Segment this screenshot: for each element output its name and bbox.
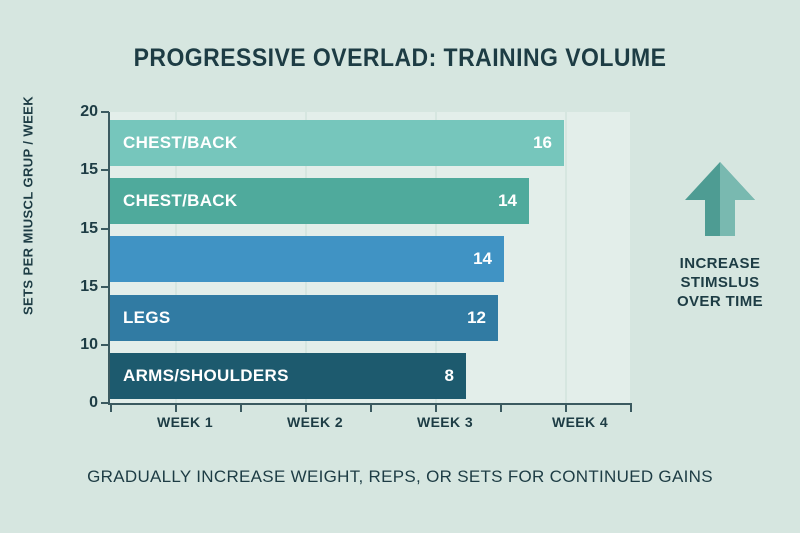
bar-value-label: 12 [467,308,486,327]
x-tick-mark [305,403,307,412]
footer-caption: GRADUALLY INCREASE WEIGHT, REPS, OR SETS… [87,467,713,486]
x-axis-line [108,403,630,405]
x-tick-label: WEEK 1 [156,414,214,430]
y-tick-label: 15 [80,220,98,237]
y-axis-title: SETS PER MIUSCL GRUP / WEEK [20,95,36,316]
x-tick-mark [110,403,112,412]
annotation-line-2: STIMSLUS [680,274,760,291]
x-tick-mark [240,403,242,412]
bar-value-label: 14 [473,249,492,268]
y-tick-mark [101,228,109,230]
x-tick-mark [435,403,437,412]
annotation-line-3: OVER TIME [676,293,764,310]
x-tick-mark [630,403,632,412]
bar-row[interactable]: LEGS 12 [110,295,498,341]
x-tick-mark [500,403,502,412]
x-tick-label: WEEK 3 [416,414,474,430]
x-tick-mark [175,403,177,412]
y-axis-ticks: 20 15 15 15 10 0 [40,0,98,533]
bar-row[interactable]: 14 [110,236,504,282]
bar-value-label: 16 [533,133,552,152]
bar-row[interactable]: CHEST/BACK 14 [110,178,529,224]
y-tick-label: 0 [89,394,98,411]
bar-category-label: LEGS [123,308,171,327]
bar-value-label: 14 [498,191,517,210]
x-tick-mark [370,403,372,412]
y-tick-mark [101,169,109,171]
x-tick-label: WEEK 4 [551,414,609,430]
y-tick-label: 15 [80,161,98,178]
bar-value-label: 8 [444,366,454,385]
increase-stimulus-annotation: INCREASE STIMSLUS OVER TIME [655,160,785,311]
up-arrow-icon [655,160,785,238]
bar-category-label: CHEST/BACK [123,133,238,152]
chart-title: PROGRESSIVE OVERLAD: TRAINING VOLUME [133,44,667,72]
vertical-gridline-4 [565,112,567,404]
bar-category-label: CHEST/BACK [123,191,238,210]
bar-category-label: ARMS/SHOULDERS [123,366,289,385]
bar-row[interactable]: ARMS/SHOULDERS 8 [110,353,466,399]
y-tick-mark [101,402,109,404]
y-tick-mark [101,111,109,113]
y-tick-label: 20 [80,103,98,120]
x-tick-label: WEEK 2 [286,414,344,430]
y-tick-mark [101,344,109,346]
y-tick-mark [101,286,109,288]
x-tick-mark [565,403,567,412]
y-tick-label: 15 [80,278,98,295]
y-axis-line [108,112,110,404]
y-tick-label: 10 [80,336,98,353]
bar-row[interactable]: CHEST/BACK 16 [110,120,564,166]
annotation-line-1: INCREASE [679,255,761,272]
